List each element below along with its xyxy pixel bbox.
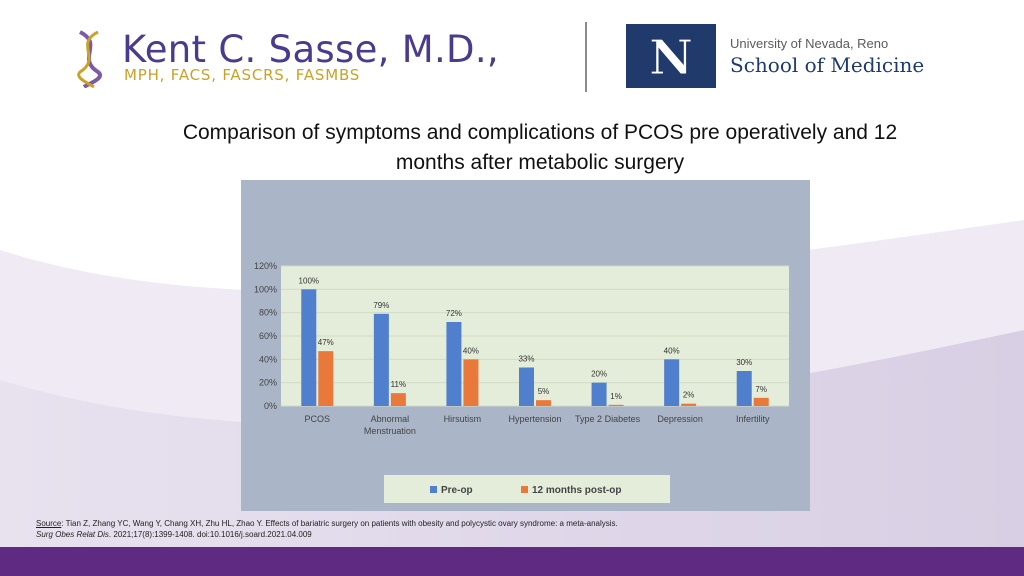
data-label: 40% bbox=[664, 346, 680, 355]
school-line: School of Medicine bbox=[730, 53, 925, 77]
dna-helix-icon bbox=[77, 30, 102, 88]
bar-postop bbox=[318, 351, 334, 406]
logo-credentials: MPH, FACS, FASCRS, FASMBS bbox=[124, 66, 361, 84]
x-tick-label-line2: Menstruation bbox=[364, 426, 416, 436]
bar-postop bbox=[753, 397, 769, 406]
chart-panel: 0% 20% 40% 60% 80% 100% 120% 100% 47% PCOS 79% 11% A… bbox=[241, 180, 810, 511]
data-label: 1% bbox=[610, 392, 622, 401]
y-tick-label: 60% bbox=[259, 331, 277, 341]
y-tick-label: 40% bbox=[259, 354, 277, 364]
y-tick-label: 0% bbox=[264, 401, 277, 411]
x-tick-label: Abnormal bbox=[371, 414, 410, 424]
logo-name: Kent C. Sasse, M.D., bbox=[122, 28, 499, 71]
bar-chart: 0% 20% 40% 60% 80% 100% 120% 100% 47% PCOS 79% 11% A… bbox=[254, 261, 789, 503]
data-label: 2% bbox=[683, 391, 695, 400]
bar-postop bbox=[536, 400, 551, 406]
legend-label-postop: 12 months post-op bbox=[532, 485, 621, 496]
x-tick-label: Hirsutism bbox=[444, 414, 482, 424]
source-text: : Tian Z, Zhang YC, Wang Y, Chang XH, Zh… bbox=[61, 519, 618, 528]
data-label: 47% bbox=[318, 338, 334, 347]
data-label: 33% bbox=[518, 355, 534, 364]
x-tick-label: Depression bbox=[657, 414, 703, 424]
legend-swatch-preop bbox=[430, 486, 437, 493]
legend-swatch-postop bbox=[521, 486, 528, 493]
x-tick-label: Infertility bbox=[736, 414, 770, 424]
data-label: 5% bbox=[538, 387, 550, 396]
unr-logo-text: University of Nevada, Reno School of Med… bbox=[730, 36, 924, 77]
legend-label-preop: Pre-op bbox=[441, 485, 473, 496]
university-line: University of Nevada, Reno bbox=[730, 36, 889, 51]
y-tick-label: 20% bbox=[259, 378, 277, 388]
data-label: 20% bbox=[591, 370, 607, 379]
footer-bar bbox=[0, 547, 1024, 576]
source-citation: Source: Tian Z, Zhang YC, Wang Y, Chang … bbox=[36, 518, 636, 540]
y-tick-label: 80% bbox=[259, 308, 277, 318]
data-label: 72% bbox=[446, 309, 462, 318]
bar-postop bbox=[390, 393, 406, 406]
kent-sasse-logo: Kent C. Sasse, M.D., MPH, FACS, FASCRS, … bbox=[70, 28, 550, 90]
data-label: 7% bbox=[755, 385, 767, 394]
unr-logo-letter: N bbox=[649, 30, 693, 86]
bar-preop bbox=[664, 359, 680, 406]
bar-preop bbox=[301, 289, 317, 406]
y-tick-label: 120% bbox=[254, 261, 277, 271]
bar-preop bbox=[591, 382, 607, 406]
bar-preop bbox=[373, 313, 389, 406]
bar-preop bbox=[446, 322, 462, 406]
data-label: 79% bbox=[373, 301, 389, 310]
source-tail: . 2021;17(8):1399-1408. doi:10.1016/j.so… bbox=[108, 530, 312, 539]
bar-preop bbox=[519, 367, 534, 406]
slide-title: Comparison of symptoms and complications… bbox=[182, 121, 898, 174]
bar-postop bbox=[608, 404, 624, 406]
logo-divider bbox=[585, 22, 587, 92]
x-tick-label: Type 2 Diabetes bbox=[575, 414, 641, 424]
source-journal: Surg Obes Relat Dis bbox=[36, 530, 109, 539]
unr-logo-mark: N bbox=[626, 24, 716, 88]
y-tick-label: 100% bbox=[254, 284, 277, 294]
data-label: 40% bbox=[463, 346, 479, 355]
x-tick-label: PCOS bbox=[305, 414, 331, 424]
x-tick-label: Hypertension bbox=[508, 414, 561, 424]
data-label: 100% bbox=[299, 276, 319, 285]
bar-postop bbox=[463, 359, 479, 406]
bar-postop bbox=[681, 403, 697, 406]
data-label: 30% bbox=[736, 358, 752, 367]
source-label: Source bbox=[36, 519, 62, 528]
data-label: 11% bbox=[391, 380, 406, 389]
bar-preop bbox=[736, 371, 752, 406]
